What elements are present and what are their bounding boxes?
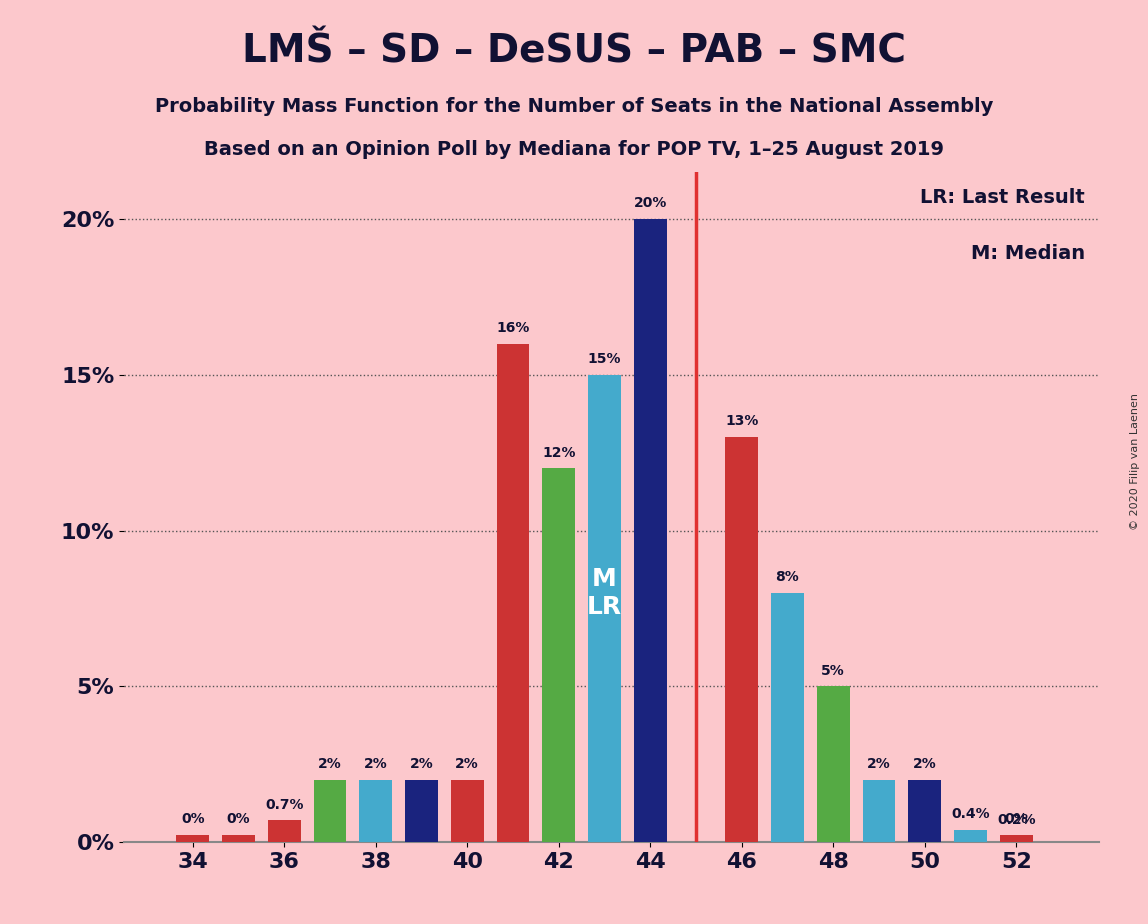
Bar: [908, 780, 941, 843]
Bar: [542, 468, 575, 843]
Text: 5%: 5%: [821, 663, 845, 677]
Bar: [177, 834, 209, 843]
Text: Based on an Opinion Poll by Mediana for POP TV, 1–25 August 2019: Based on an Opinion Poll by Mediana for …: [204, 140, 944, 160]
Text: 2%: 2%: [364, 758, 388, 772]
Text: LMŠ – SD – DeSUS – PAB – SMC: LMŠ – SD – DeSUS – PAB – SMC: [242, 32, 906, 70]
Text: 12%: 12%: [542, 445, 575, 459]
Text: 2%: 2%: [410, 758, 434, 772]
Text: 2%: 2%: [318, 758, 342, 772]
Bar: [588, 375, 621, 843]
Text: 2%: 2%: [867, 758, 891, 772]
Bar: [771, 593, 804, 843]
Text: Probability Mass Function for the Number of Seats in the National Assembly: Probability Mass Function for the Number…: [155, 97, 993, 116]
Text: M
LR: M LR: [587, 567, 622, 619]
Text: 13%: 13%: [726, 414, 759, 429]
Bar: [497, 344, 529, 843]
Bar: [1000, 834, 1033, 843]
Bar: [954, 830, 987, 843]
Text: 8%: 8%: [776, 570, 799, 584]
Bar: [816, 687, 850, 843]
Bar: [267, 821, 301, 843]
Bar: [222, 834, 255, 843]
Text: 0%: 0%: [1004, 812, 1027, 826]
Text: 20%: 20%: [634, 196, 667, 210]
Bar: [862, 780, 895, 843]
Text: © 2020 Filip van Laenen: © 2020 Filip van Laenen: [1130, 394, 1140, 530]
Text: 0%: 0%: [226, 812, 250, 826]
Bar: [634, 219, 667, 843]
Text: LR: Last Result: LR: Last Result: [920, 188, 1085, 207]
Text: 0%: 0%: [181, 812, 204, 826]
Text: 0.7%: 0.7%: [265, 797, 303, 812]
Text: M: Median: M: Median: [971, 244, 1085, 262]
Bar: [726, 437, 758, 843]
Bar: [359, 780, 393, 843]
Text: 2%: 2%: [456, 758, 479, 772]
Text: 0.2%: 0.2%: [996, 813, 1035, 827]
Bar: [1000, 836, 1033, 843]
Text: 15%: 15%: [588, 352, 621, 366]
Text: 16%: 16%: [496, 321, 529, 334]
Text: 0.4%: 0.4%: [952, 808, 990, 821]
Bar: [451, 780, 483, 843]
Bar: [313, 780, 347, 843]
Text: 2%: 2%: [913, 758, 937, 772]
Bar: [405, 780, 439, 843]
